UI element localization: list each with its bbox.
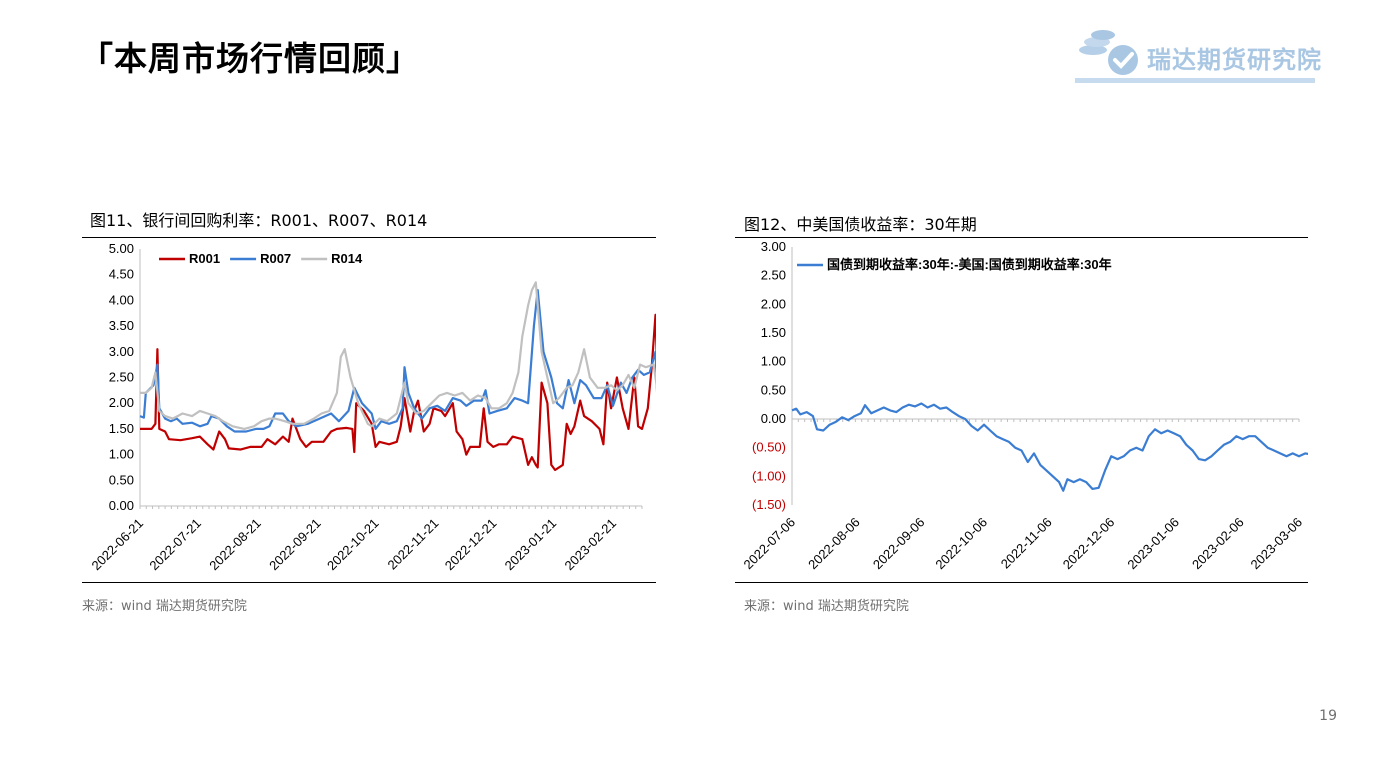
chart1-y-tick-label: 4.50: [109, 267, 134, 282]
figure12-title: 图12、中美国债收益率：30年期: [744, 215, 977, 234]
chart2-y-tick-label: 1.00: [761, 354, 786, 369]
chart2-y-tick-label: 2.50: [761, 268, 786, 283]
chart2-x-tick-label: 2023-02-06: [1189, 515, 1247, 573]
chart2-y-tick-label: 0.00: [761, 411, 786, 426]
chart1-y-tick-label: 3.00: [109, 344, 134, 359]
chart1-legend: R001 R007 R014: [159, 251, 363, 266]
chart1-x-tick-label: 2023-02-21: [562, 516, 620, 574]
chart2-y-tick-label: 0.50: [761, 382, 786, 397]
chart1-x-tick-label: 2022-07-21: [146, 516, 204, 574]
figure12-top-rule: [735, 237, 1308, 238]
chart1-y-tick-label: 0.00: [109, 498, 134, 513]
chart1-y-tick-label: 2.00: [109, 395, 134, 410]
figure11-chart: 0.00 0.50 1.00 1.50 2.00 2.50 3.00 3.50 4.00 4.50…: [88, 241, 656, 574]
chart2-y-tick-label: 3.00: [761, 239, 786, 254]
chart1-legend-label-2: R007: [260, 251, 291, 266]
chart2-series-1-line: [791, 402, 1308, 492]
logo-text: 瑞达期货研究院: [1147, 46, 1322, 74]
chart1-x-tick-label: 2022-11-21: [385, 516, 442, 573]
chart1-legend-label-3: R014: [331, 251, 363, 266]
chart1-x-tick-label: 2022-06-21: [88, 516, 146, 574]
chart1-x-tick-label: 2022-08-21: [206, 516, 264, 574]
page-title: 「本周市场行情回顾」: [80, 39, 420, 78]
chart2-axes: (1.50) (1.00) (0.50) 0.00 0.50 1.00 1.50 2.00 2.…: [740, 239, 1305, 572]
chart2-y-tick-label: (1.00): [752, 468, 786, 483]
chart2-legend: 国债到期收益率:30年:-美国:国债到期收益率:30年: [797, 257, 1112, 272]
chart2-x-tick-label: 2023-01-06: [1124, 515, 1182, 573]
chart2-y-tick-label: 1.50: [761, 325, 786, 340]
figure11-title: 图11、银行间回购利率：R001、R007、R014: [90, 211, 428, 230]
chart1-y-tick-label: 0.50: [109, 472, 134, 487]
chart1-y-tick-label: 3.50: [109, 318, 134, 333]
chart1-series-3-line: [140, 281, 656, 430]
figure11-bottom-rule: [82, 582, 656, 583]
coins-logo-icon: [1079, 30, 1138, 75]
figure11-source: 来源：wind 瑞达期货研究院: [82, 599, 247, 614]
chart1-series-1-line: [140, 313, 656, 472]
chart2-x-tick-label: 2022-08-06: [805, 515, 863, 573]
chart2-x-tick-label: 2022-07-06: [740, 515, 798, 573]
chart2-x-tick-label: 2022-09-06: [870, 515, 928, 573]
figure12-bottom-rule: [735, 582, 1308, 583]
chart2-y-tick-label: 2.00: [761, 296, 786, 311]
chart2-x-tick-label: 2022-12-06: [1060, 515, 1118, 573]
company-logo: 瑞达期货研究院: [1075, 28, 1322, 88]
figure11-top-rule: [82, 237, 656, 238]
chart2-x-tick-label: 2022-11-06: [998, 515, 1055, 572]
chart1-y-tick-label: 2.50: [109, 370, 134, 385]
figure12-chart: (1.50) (1.00) (0.50) 0.00 0.50 1.00 1.50 2.00 2.…: [740, 239, 1308, 572]
chart1-x-tick-label: 2022-10-21: [324, 516, 382, 574]
chart1-legend-label-1: R001: [189, 251, 220, 266]
logo-underline: [1075, 78, 1315, 83]
page-number: 19: [1319, 708, 1337, 724]
chart1-y-tick-label: 1.50: [109, 421, 134, 436]
chart2-x-tick-label: 2023-03-06: [1247, 515, 1305, 573]
chart1-y-tick-label: 4.00: [109, 292, 134, 307]
chart1-y-tick-label: 1.00: [109, 447, 134, 462]
chart2-y-tick-label: (0.50): [752, 440, 786, 455]
chart1-x-tick-label: 2022-09-21: [266, 516, 324, 574]
figure12-source: 来源：wind 瑞达期货研究院: [744, 599, 909, 614]
chart2-x-tick-label: 2022-10-06: [932, 515, 990, 573]
chart1-y-tick-label: 5.00: [109, 241, 134, 256]
chart1-x-tick-label: 2022-12-21: [442, 516, 500, 574]
chart2-y-tick-label: (1.50): [752, 497, 786, 512]
chart2-legend-label-1: 国债到期收益率:30年:-美国:国债到期收益率:30年: [827, 257, 1112, 272]
chart1-x-tick-label: 2023-01-21: [502, 516, 560, 574]
